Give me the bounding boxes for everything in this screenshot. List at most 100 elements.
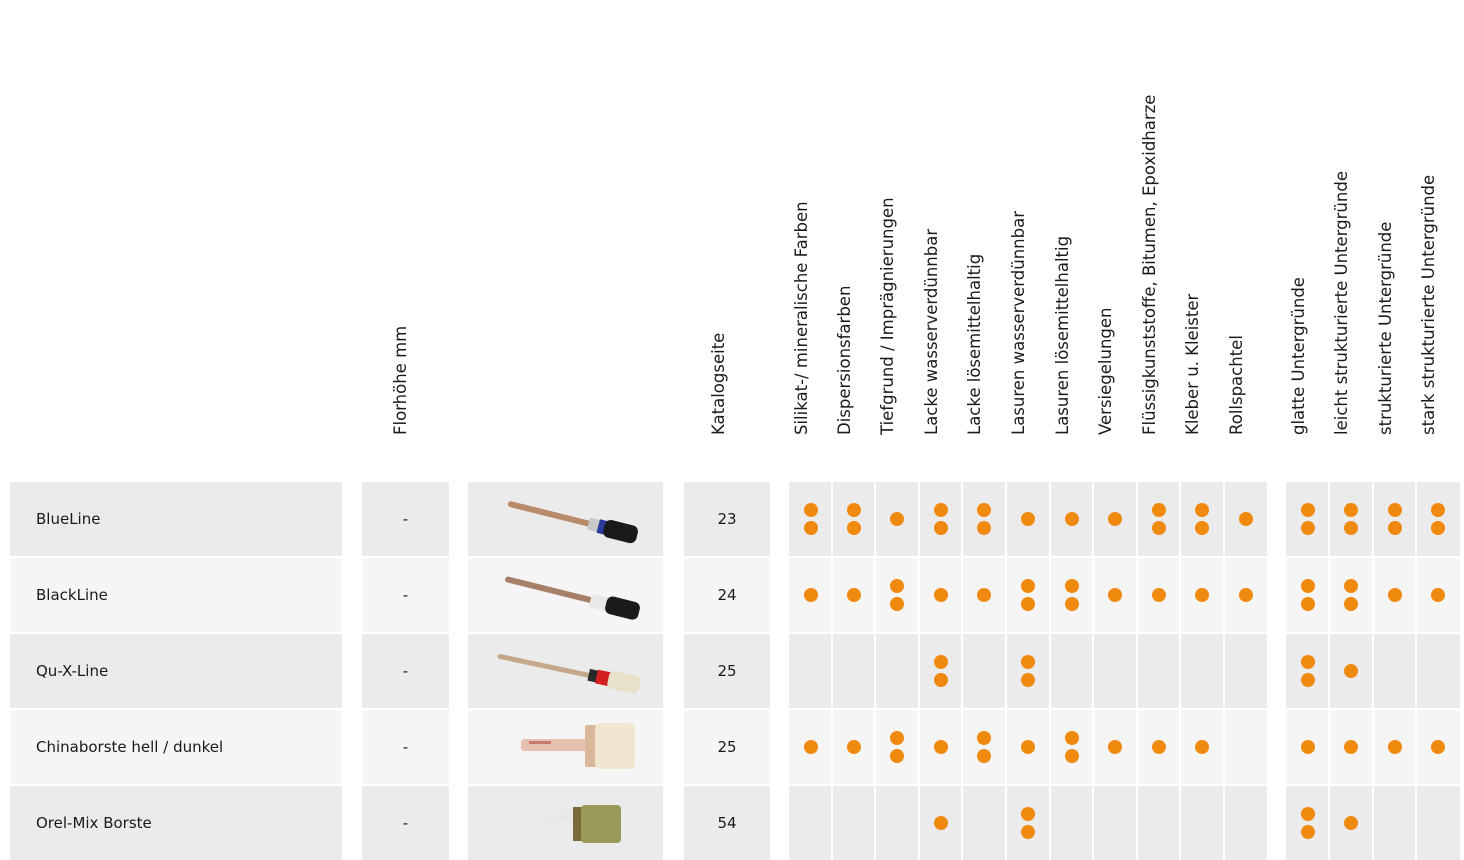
column-divider xyxy=(1328,634,1330,708)
header-usage-0: Silikat-/ mineralische Farben xyxy=(791,201,811,435)
header-usage-10: Rollspachtel xyxy=(1226,335,1246,435)
usage-dot xyxy=(1108,588,1122,602)
column-divider xyxy=(874,634,876,708)
column-divider xyxy=(874,710,876,784)
column-divider xyxy=(1415,710,1417,784)
surface-dot xyxy=(1344,816,1358,830)
florhoehe-value: - xyxy=(402,510,409,528)
usage-dot xyxy=(1195,740,1209,754)
usage-dot xyxy=(933,673,948,687)
surface-dot xyxy=(1300,673,1315,687)
surface-dot xyxy=(1300,825,1315,839)
usage-group-row xyxy=(789,634,1267,708)
usage-dot xyxy=(890,579,904,593)
usage-dot xyxy=(1021,825,1035,839)
header-usage-8: Flüssigkunststoffe, Bitumen, Epoxidharze xyxy=(1139,94,1159,435)
column-divider xyxy=(1372,482,1374,556)
surface-dot xyxy=(1344,597,1358,611)
column-divider xyxy=(1415,482,1417,556)
usage-dot xyxy=(1021,807,1035,821)
florhoehe-cell: - xyxy=(362,558,449,632)
usage-dot xyxy=(1151,740,1166,754)
column-divider xyxy=(1179,710,1181,784)
usage-dot xyxy=(933,740,948,754)
product-name-cell: Qu-X-Line xyxy=(10,634,342,708)
column-divider xyxy=(1049,710,1051,784)
round-brush-blue-band-icon xyxy=(481,489,651,549)
usage-dot xyxy=(977,521,991,535)
column-divider xyxy=(1049,558,1051,632)
column-divider xyxy=(1049,786,1051,860)
column-divider xyxy=(874,786,876,860)
surface-dot xyxy=(1431,588,1445,602)
usage-dot xyxy=(846,588,861,602)
usage-dot xyxy=(846,521,861,535)
usage-dot xyxy=(1064,749,1079,763)
column-divider xyxy=(1415,558,1417,632)
header-surface-1: leicht strukturierte Untergründe xyxy=(1332,171,1351,435)
column-divider xyxy=(1179,482,1181,556)
usage-dot xyxy=(890,749,904,763)
usage-dot xyxy=(1064,512,1079,526)
usage-dot xyxy=(803,521,818,535)
column-divider xyxy=(831,482,833,556)
column-divider xyxy=(1005,634,1007,708)
usage-group-row xyxy=(789,786,1267,860)
usage-dot xyxy=(1151,503,1166,517)
header-florhoehe: Florhöhe mm xyxy=(390,325,410,435)
katalogseite-value: 54 xyxy=(717,814,737,832)
column-divider xyxy=(1092,786,1094,860)
surface-dot xyxy=(1300,597,1315,611)
surface-dot xyxy=(1344,664,1358,678)
product-name: Qu-X-Line xyxy=(36,662,109,680)
florhoehe-cell: - xyxy=(362,482,449,556)
usage-dot xyxy=(1021,512,1035,526)
column-divider xyxy=(874,558,876,632)
product-image-cell xyxy=(468,558,663,632)
column-divider xyxy=(1328,482,1330,556)
product-image-cell xyxy=(468,786,663,860)
column-divider xyxy=(918,634,920,708)
usage-dot xyxy=(803,503,818,517)
florhoehe-value: - xyxy=(402,662,409,680)
usage-dot xyxy=(1108,740,1122,754)
header-surface-3: stark strukturierte Untergründe xyxy=(1419,174,1438,435)
column-divider xyxy=(831,786,833,860)
column-divider xyxy=(1372,634,1374,708)
surface-dot xyxy=(1431,503,1445,517)
column-divider xyxy=(961,482,963,556)
header-usage-4: Lacke lösemittelhaltig xyxy=(965,253,984,435)
florhoehe-cell: - xyxy=(362,710,449,784)
usage-dot xyxy=(803,588,818,602)
usage-dot xyxy=(1021,740,1035,754)
block-brush-icon xyxy=(481,793,651,853)
column-divider xyxy=(874,482,876,556)
florhoehe-cell: - xyxy=(362,634,449,708)
usage-dot xyxy=(1238,512,1253,526)
surface-dot xyxy=(1300,503,1315,517)
florhoehe-value: - xyxy=(402,814,409,832)
column-divider xyxy=(1136,558,1138,632)
surface-dot xyxy=(1344,521,1358,535)
product-name: BlueLine xyxy=(36,510,101,528)
surface-dot xyxy=(1300,740,1315,754)
katalogseite-cell: 54 xyxy=(684,786,770,860)
column-divider xyxy=(1328,710,1330,784)
product-image-cell xyxy=(468,710,663,784)
header-usage-2: Tiefgrund / Imprägnierungen xyxy=(878,197,897,435)
florhoehe-value: - xyxy=(402,738,409,756)
header-usage-9: Kleber u. Kleister xyxy=(1183,293,1202,435)
column-divider xyxy=(1372,558,1374,632)
column-divider xyxy=(1049,634,1051,708)
surface-dot xyxy=(1344,503,1358,517)
product-name: Chinaborste hell / dunkel xyxy=(36,738,224,756)
surface-dot xyxy=(1344,740,1358,754)
katalogseite-cell: 25 xyxy=(684,634,770,708)
column-divider xyxy=(831,558,833,632)
surface-dot xyxy=(1300,807,1315,821)
katalogseite-cell: 24 xyxy=(684,558,770,632)
round-brush-white-band-icon xyxy=(481,565,651,625)
usage-dot xyxy=(977,749,991,763)
florhoehe-cell: - xyxy=(362,786,449,860)
column-divider xyxy=(1005,482,1007,556)
